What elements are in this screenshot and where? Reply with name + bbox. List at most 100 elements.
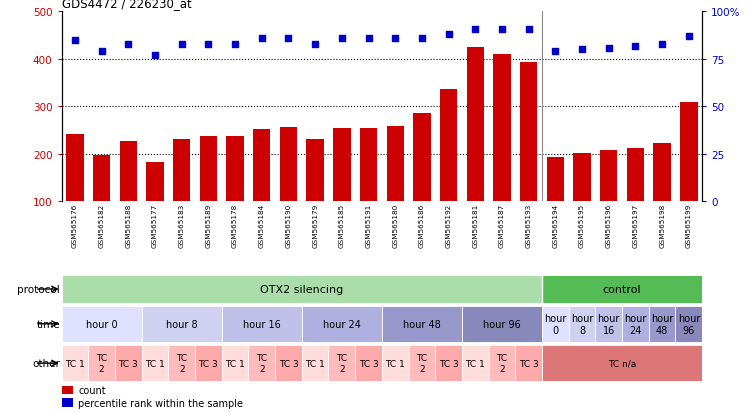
Bar <box>355 345 382 381</box>
Bar <box>680 102 698 202</box>
Text: TC 3: TC 3 <box>359 359 379 368</box>
Point <box>683 34 695 40</box>
Bar <box>89 345 115 381</box>
Text: other: other <box>32 358 60 368</box>
Bar <box>62 275 542 303</box>
Bar <box>466 48 484 202</box>
Bar <box>142 306 222 342</box>
Bar <box>62 345 89 381</box>
Bar <box>653 144 671 202</box>
Bar <box>574 154 591 202</box>
Text: hour
48: hour 48 <box>651 313 674 335</box>
Point <box>229 41 241 48</box>
Bar <box>462 306 542 342</box>
Bar <box>440 90 457 202</box>
Bar <box>328 345 355 381</box>
Bar <box>462 345 489 381</box>
Point <box>149 53 161 59</box>
Text: time: time <box>37 319 60 329</box>
Text: percentile rank within the sample: percentile rank within the sample <box>78 398 243 408</box>
Point <box>442 32 454 38</box>
Bar <box>675 306 702 342</box>
Text: hour
24: hour 24 <box>624 313 647 335</box>
Point <box>523 26 535 33</box>
Text: TC 1: TC 1 <box>385 359 405 368</box>
Bar <box>387 127 404 202</box>
Text: control: control <box>603 284 641 294</box>
Bar <box>280 128 297 202</box>
Bar <box>596 306 622 342</box>
Point <box>363 36 375 42</box>
Text: GDS4472 / 226230_at: GDS4472 / 226230_at <box>62 0 192 10</box>
Bar <box>493 55 511 202</box>
Point <box>389 36 401 42</box>
Bar <box>195 345 222 381</box>
Bar <box>382 345 409 381</box>
Bar <box>302 306 382 342</box>
Bar <box>382 306 462 342</box>
Point <box>309 41 321 48</box>
Bar <box>547 157 564 202</box>
Text: TC
2: TC 2 <box>96 354 107 373</box>
Text: protocol: protocol <box>17 284 60 294</box>
Bar <box>649 306 675 342</box>
Point <box>656 41 668 48</box>
Bar <box>413 114 430 202</box>
Point <box>122 41 134 48</box>
Text: hour
16: hour 16 <box>598 313 620 335</box>
Text: TC 3: TC 3 <box>519 359 538 368</box>
Bar <box>249 345 275 381</box>
Bar <box>93 156 110 202</box>
Bar <box>168 345 195 381</box>
Text: hour 24: hour 24 <box>323 319 360 329</box>
Text: TC 1: TC 1 <box>65 359 85 368</box>
Point <box>603 45 615 52</box>
Bar <box>360 128 377 202</box>
Bar <box>66 134 83 202</box>
Bar <box>62 306 142 342</box>
Text: count: count <box>78 385 106 395</box>
Bar <box>627 148 644 202</box>
Text: TC
2: TC 2 <box>256 354 267 373</box>
Text: TC 1: TC 1 <box>145 359 165 368</box>
Bar <box>409 345 436 381</box>
Bar <box>222 306 302 342</box>
Bar <box>600 151 617 202</box>
Bar <box>115 345 142 381</box>
Bar <box>200 137 217 202</box>
Text: TC
2: TC 2 <box>496 354 508 373</box>
Point <box>550 49 562 55</box>
Text: hour 0: hour 0 <box>86 319 117 329</box>
Point <box>95 49 107 55</box>
Bar <box>146 163 164 202</box>
Bar <box>119 141 137 202</box>
Bar <box>542 306 569 342</box>
Bar <box>569 306 596 342</box>
Bar <box>436 345 462 381</box>
Text: TC 3: TC 3 <box>198 359 219 368</box>
Bar <box>142 345 168 381</box>
Point <box>69 38 81 44</box>
Bar <box>226 137 244 202</box>
Bar <box>306 140 324 202</box>
Text: TC n/a: TC n/a <box>608 359 636 368</box>
Point <box>282 36 294 42</box>
Point <box>256 36 268 42</box>
Text: TC 3: TC 3 <box>439 359 459 368</box>
Text: TC
2: TC 2 <box>416 354 427 373</box>
Bar <box>302 345 328 381</box>
Bar <box>515 345 542 381</box>
Point <box>202 41 214 48</box>
Point <box>176 41 188 48</box>
Text: hour 16: hour 16 <box>243 319 281 329</box>
Bar <box>253 129 270 202</box>
Bar <box>275 345 302 381</box>
Bar <box>62 398 73 407</box>
Bar <box>489 345 515 381</box>
Text: OTX2 silencing: OTX2 silencing <box>260 284 343 294</box>
Text: TC
2: TC 2 <box>176 354 187 373</box>
Text: hour
96: hour 96 <box>677 313 700 335</box>
Text: hour 48: hour 48 <box>403 319 441 329</box>
Point <box>576 47 588 54</box>
Text: hour
8: hour 8 <box>571 313 593 335</box>
